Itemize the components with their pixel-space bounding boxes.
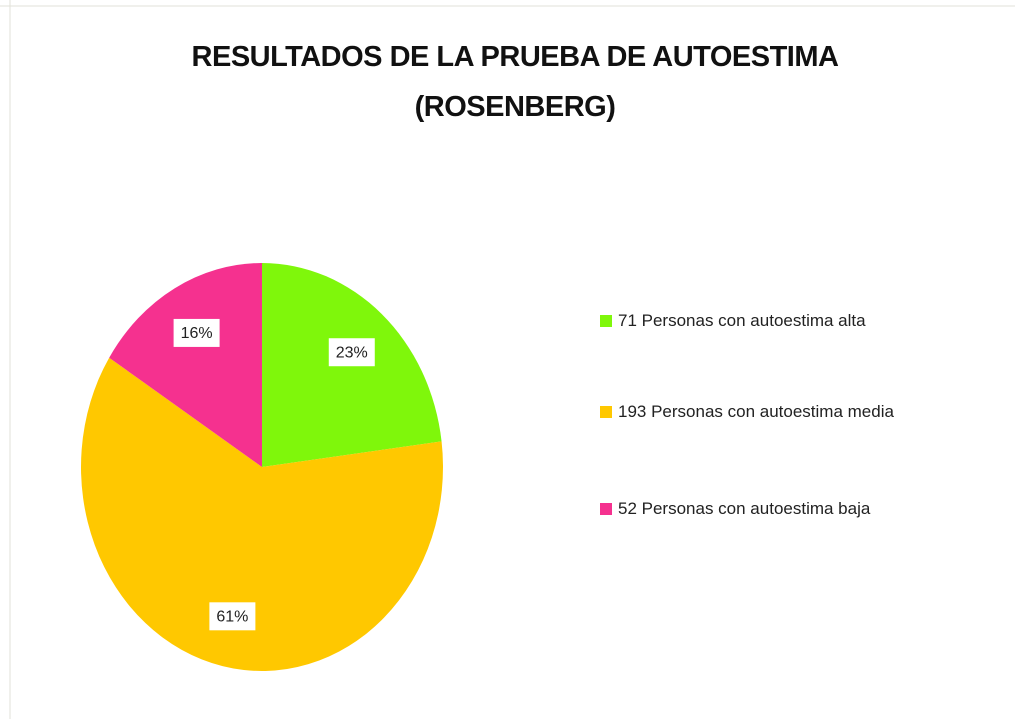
legend-swatch [600,406,612,418]
label-box [328,338,375,367]
data-label: 23% [336,344,368,361]
legend-label: 71 Personas con autoestima alta [618,311,866,330]
legend-label: 52 Personas con autoestima baja [618,499,871,518]
data-label: 61% [216,609,248,626]
legend-item: 193 Personas con autoestima media [600,397,960,427]
legend-item: 71 Personas con autoestima alta [600,306,960,336]
label-box [209,602,256,631]
pie-slice [109,263,263,467]
label-box [173,318,220,347]
legend-swatch [600,315,612,327]
legend-label: 193 Personas con autoestima media [618,402,894,421]
pie-slice [81,357,443,672]
data-label: 16% [181,325,213,342]
chart-title: RESULTADOS DE LA PRUEBA DE AUTOESTIMA (R… [191,41,839,123]
legend-item: 52 Personas con autoestima baja [600,494,960,524]
legend-swatch [600,503,612,515]
